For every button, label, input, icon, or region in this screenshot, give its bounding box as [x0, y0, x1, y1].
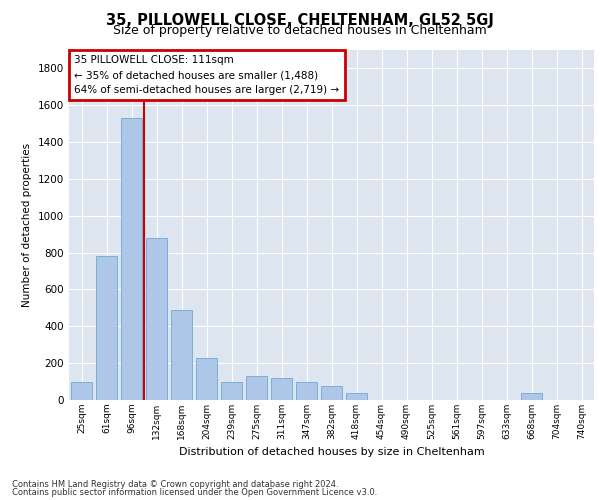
- Bar: [71, 382, 92, 400]
- Bar: [96, 256, 117, 400]
- Bar: [346, 392, 367, 400]
- Bar: [321, 386, 342, 400]
- Bar: [246, 376, 267, 400]
- Bar: [221, 382, 242, 400]
- Bar: [121, 118, 142, 400]
- Bar: [171, 310, 192, 400]
- Text: Size of property relative to detached houses in Cheltenham: Size of property relative to detached ho…: [113, 24, 487, 37]
- Text: Contains public sector information licensed under the Open Government Licence v3: Contains public sector information licen…: [12, 488, 377, 497]
- X-axis label: Distribution of detached houses by size in Cheltenham: Distribution of detached houses by size …: [179, 448, 484, 458]
- Bar: [271, 378, 292, 400]
- Bar: [146, 238, 167, 400]
- Bar: [196, 358, 217, 400]
- Text: 35 PILLOWELL CLOSE: 111sqm
← 35% of detached houses are smaller (1,488)
64% of s: 35 PILLOWELL CLOSE: 111sqm ← 35% of deta…: [74, 56, 340, 95]
- Text: 35, PILLOWELL CLOSE, CHELTENHAM, GL52 5GJ: 35, PILLOWELL CLOSE, CHELTENHAM, GL52 5G…: [106, 12, 494, 28]
- Text: Contains HM Land Registry data © Crown copyright and database right 2024.: Contains HM Land Registry data © Crown c…: [12, 480, 338, 489]
- Bar: [296, 382, 317, 400]
- Bar: [521, 392, 542, 400]
- Y-axis label: Number of detached properties: Number of detached properties: [22, 143, 32, 307]
